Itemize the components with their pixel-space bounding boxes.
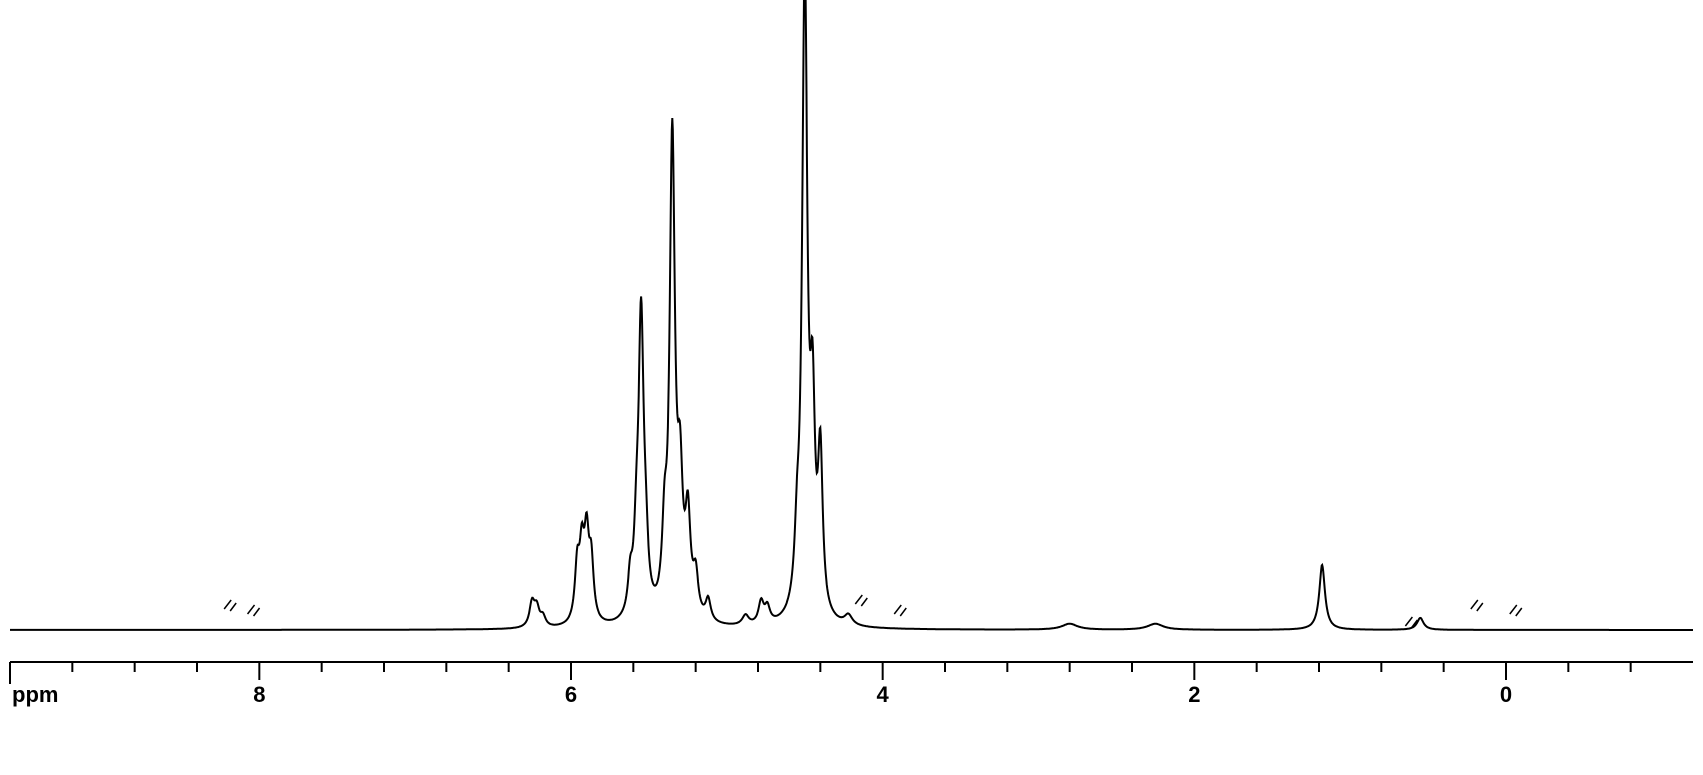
x-tick-label: 2: [1188, 682, 1200, 707]
x-tick-label: 8: [253, 682, 265, 707]
artifact-mark: [224, 600, 236, 611]
artifact-mark: [1510, 605, 1522, 616]
artifact-mark: [1471, 600, 1483, 611]
artifact-mark: [894, 605, 906, 616]
spectrum-svg: 8 6 4 2 0 ppm: [0, 0, 1703, 775]
x-tick-label: 4: [877, 682, 890, 707]
x-tick-label: 0: [1500, 682, 1512, 707]
x-axis-unit-label: ppm: [12, 682, 58, 707]
nmr-spectrum-chart: 8 6 4 2 0 ppm: [0, 0, 1703, 775]
x-tick-label: 6: [565, 682, 577, 707]
artifact-mark: [248, 605, 260, 616]
spectrum-trace: [10, 0, 1693, 630]
artifact-mark: [855, 595, 867, 606]
